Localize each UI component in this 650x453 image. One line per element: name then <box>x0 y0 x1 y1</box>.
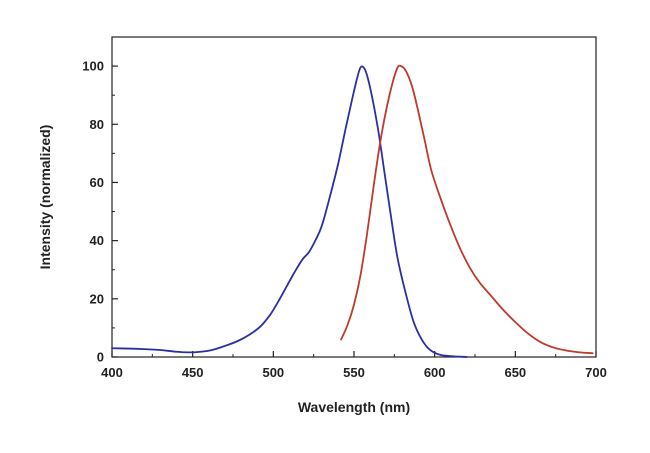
x-tick-label: 550 <box>343 365 365 380</box>
x-axis: 400 450 500 550 600 650 700 <box>101 351 607 380</box>
y-tick-label: 40 <box>90 233 104 248</box>
series-line-2 <box>340 64 594 355</box>
series-line-1 <box>111 65 468 358</box>
series-layer <box>111 64 594 358</box>
x-tick-label: 450 <box>182 365 204 380</box>
y-tick-label: 100 <box>82 59 104 74</box>
plot-frame <box>111 36 597 358</box>
y-tick-label: 60 <box>90 175 104 190</box>
y-axis: 0 20 40 60 80 100 <box>82 36 118 365</box>
y-tick-label: 0 <box>97 350 104 365</box>
x-tick-label: 500 <box>262 365 284 380</box>
y-axis-title: Intensity (normalized) <box>37 125 53 270</box>
x-tick-label: 400 <box>101 365 123 380</box>
y-tick-label: 80 <box>90 117 104 132</box>
x-tick-label: 650 <box>504 365 526 380</box>
x-axis-title: Wavelength (nm) <box>298 399 410 415</box>
x-tick-label: 600 <box>424 365 446 380</box>
x-tick-label: 700 <box>585 365 607 380</box>
y-tick-label: 20 <box>90 291 104 306</box>
